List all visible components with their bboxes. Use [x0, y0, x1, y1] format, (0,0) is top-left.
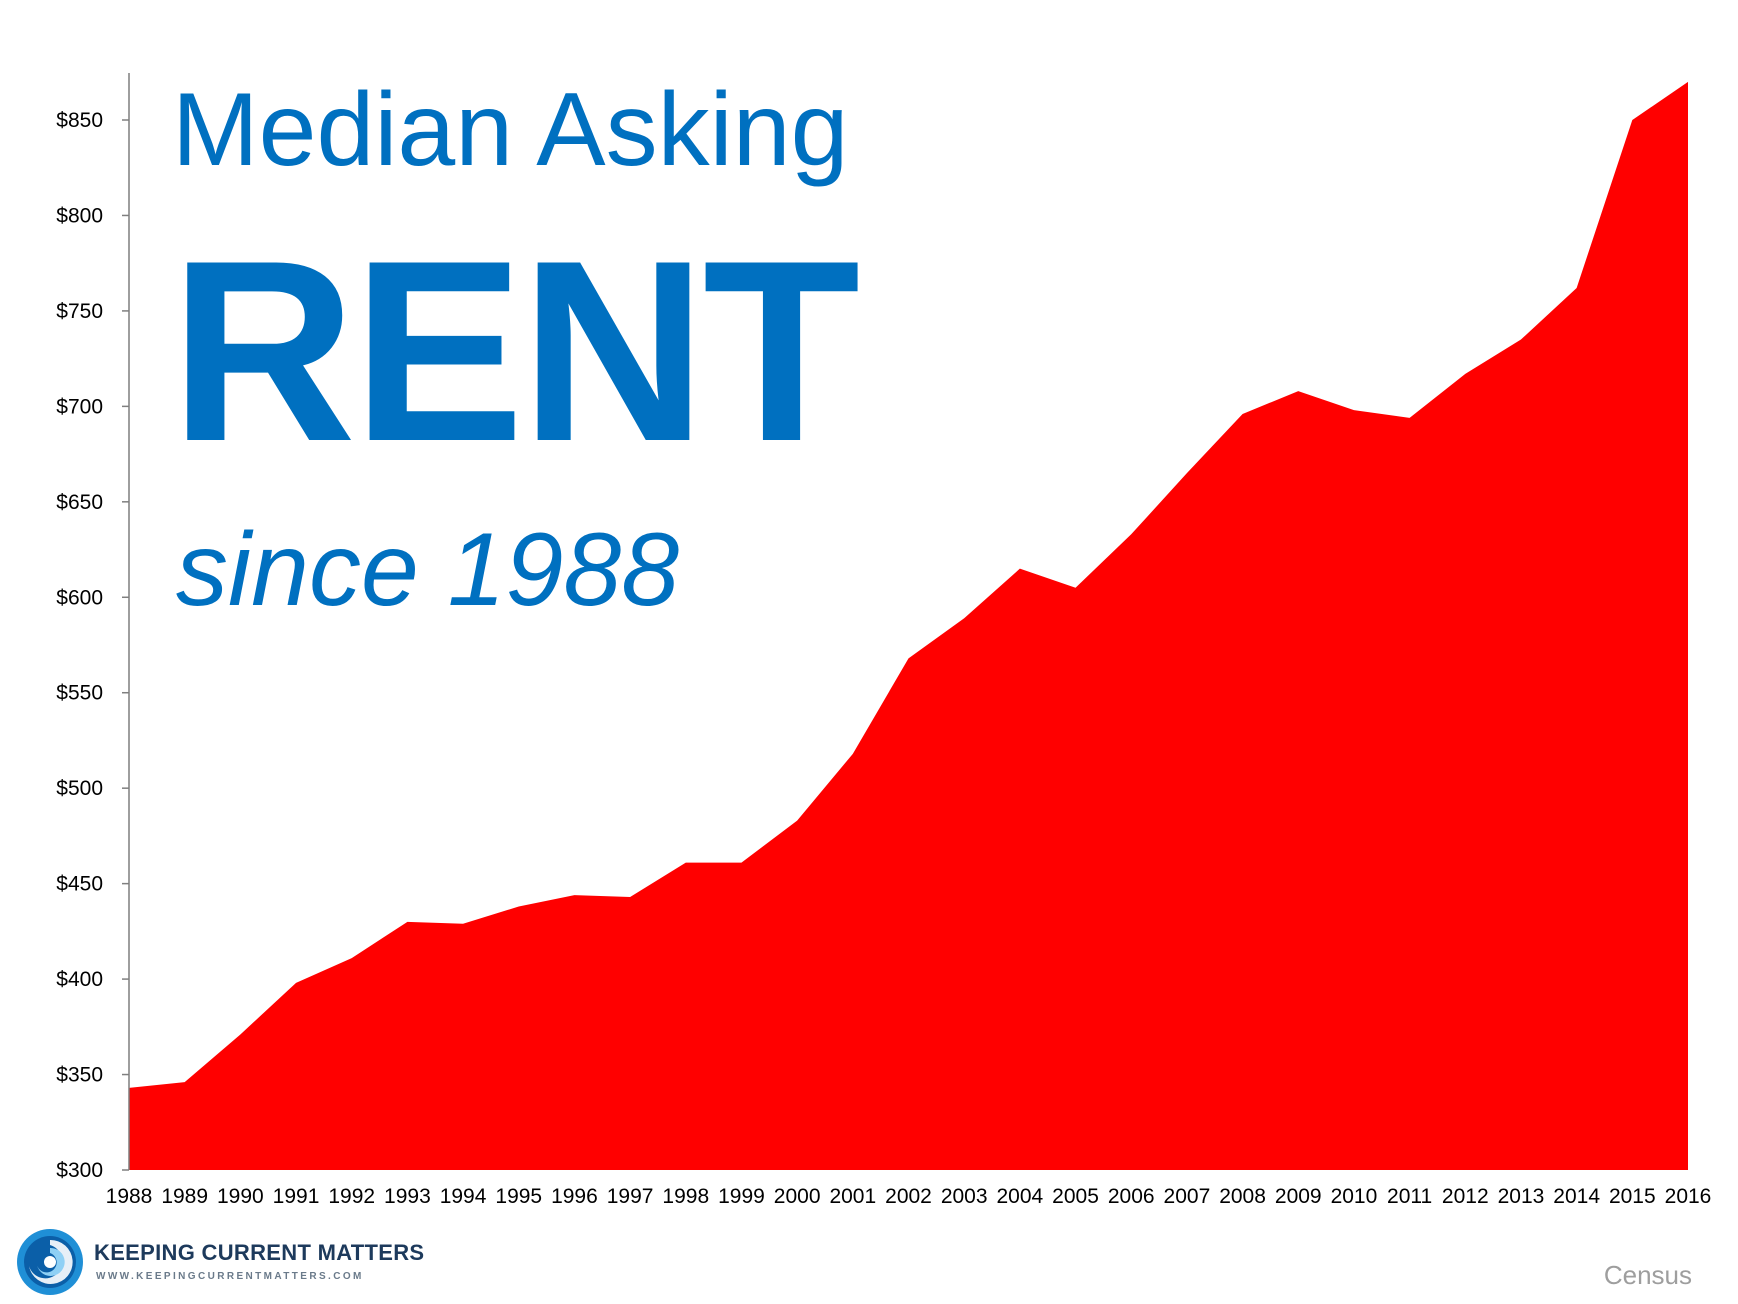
- x-tick-label: 2013: [1498, 1185, 1545, 1208]
- x-tick-label: 1997: [607, 1185, 654, 1208]
- x-tick-label: 2011: [1387, 1185, 1432, 1208]
- title-line-since-1988: since 1988: [176, 512, 680, 628]
- x-tick-label: 2014: [1553, 1185, 1600, 1208]
- x-tick-label: 2000: [774, 1185, 821, 1208]
- y-tick-label: $800: [56, 204, 103, 227]
- x-tick-label: 2009: [1275, 1185, 1322, 1208]
- keeping-current-matters-logo: KEEPING CURRENT MATTERS WWW.KEEPINGCURRE…: [16, 1228, 424, 1298]
- x-tick-label: 2015: [1609, 1185, 1656, 1208]
- x-tick-label: 1993: [384, 1185, 431, 1208]
- y-tick-label: $350: [56, 1064, 103, 1087]
- y-tick-label: $700: [56, 395, 103, 418]
- x-tick-label: 2001: [829, 1185, 876, 1208]
- y-tick-label: $450: [56, 873, 103, 896]
- x-tick-label: 2012: [1442, 1185, 1489, 1208]
- y-tick-label: $400: [56, 968, 103, 991]
- x-tick-label: 1996: [551, 1185, 598, 1208]
- x-tick-label: 1992: [328, 1185, 375, 1208]
- x-tick-label: 2002: [885, 1185, 932, 1208]
- y-tick-label: $850: [56, 109, 103, 132]
- y-tick-label: $500: [56, 777, 103, 800]
- title-line-rent: RENT: [170, 206, 860, 495]
- logo-website-url: WWW.KEEPINGCURRENTMATTERS.COM: [96, 1271, 364, 1282]
- y-tick-label: $750: [56, 300, 103, 323]
- swirl-logo-icon: [17, 1229, 83, 1295]
- x-tick-label: 1999: [718, 1185, 765, 1208]
- x-tick-label: 2005: [1052, 1185, 1099, 1208]
- x-tick-label: 2010: [1331, 1185, 1378, 1208]
- x-tick-label: 1990: [217, 1185, 264, 1208]
- x-tick-label: 2008: [1219, 1185, 1266, 1208]
- x-tick-label: 1998: [662, 1185, 709, 1208]
- x-tick-label: 1995: [495, 1185, 542, 1208]
- x-tick-label: 2004: [996, 1185, 1043, 1208]
- source-label: Census: [1603, 1260, 1692, 1290]
- x-tick-label: 1989: [161, 1185, 208, 1208]
- y-tick-label: $550: [56, 682, 103, 705]
- y-tick-label: $650: [56, 491, 103, 514]
- x-tick-label: 1988: [106, 1185, 153, 1208]
- x-tick-label: 2006: [1108, 1185, 1155, 1208]
- y-tick-label: $300: [56, 1159, 103, 1182]
- rent-area-series: [129, 81, 1688, 1171]
- y-tick-label: $600: [56, 586, 103, 609]
- x-tick-label: 1994: [440, 1185, 487, 1208]
- x-tick-label: 2007: [1164, 1185, 1211, 1208]
- x-tick-label: 2003: [941, 1185, 988, 1208]
- x-tick-label: 2016: [1665, 1185, 1712, 1208]
- logo-company-name: KEEPING CURRENT MATTERS: [94, 1240, 425, 1265]
- x-tick-label: 1991: [273, 1185, 320, 1208]
- title-line-median-asking: Median Asking: [172, 72, 849, 188]
